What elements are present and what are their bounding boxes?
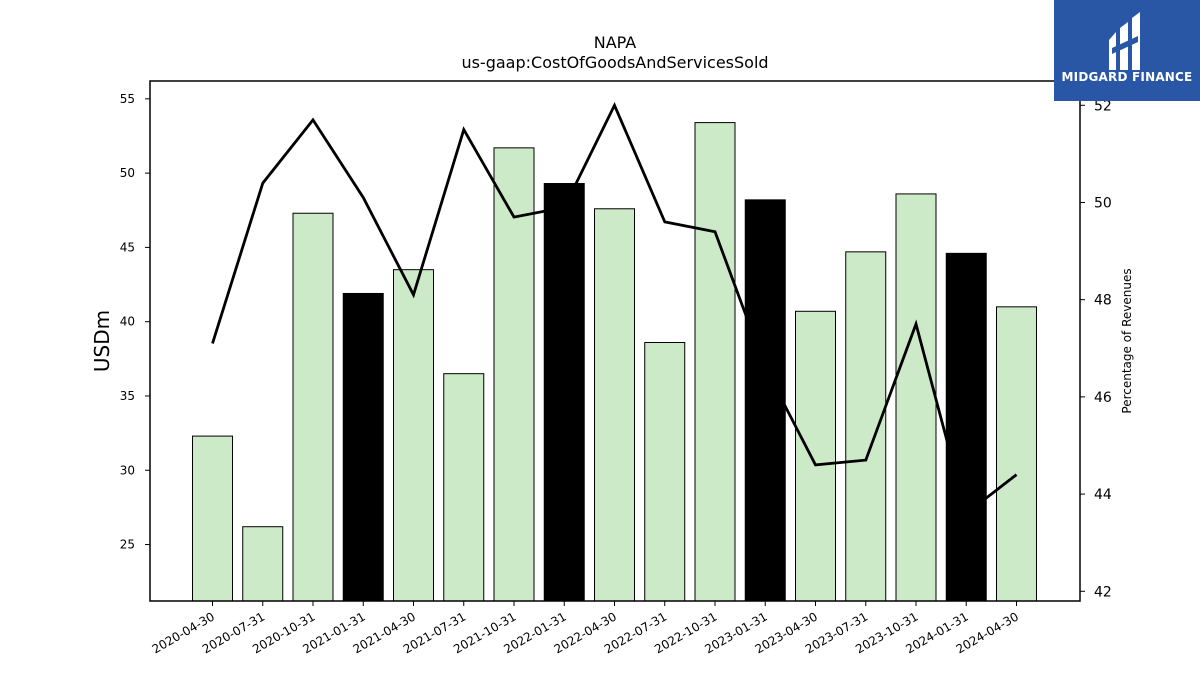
bar-2020-10-31: [292, 212, 334, 602]
y-tick-label-right: 42: [1094, 584, 1112, 600]
chart-subtitle: us-gaap:CostOfGoodsAndServicesSold: [461, 53, 768, 72]
bar-2022-07-31: [644, 341, 686, 602]
bar-2023-10-31: [895, 193, 937, 602]
y-tick-label-left: 45: [120, 240, 135, 254]
bar-2022-10-31: [694, 122, 736, 602]
bar-2022-01-31: [543, 183, 585, 602]
y-tick-label-left: 35: [120, 389, 135, 403]
y-tick-label-left: 25: [120, 538, 135, 552]
y-tick-label-right: 46: [1094, 390, 1112, 406]
bar-2024-01-31: [945, 252, 987, 602]
bar-2022-04-30: [594, 208, 635, 602]
y-tick-label-left: 50: [120, 166, 135, 180]
bar-2024-04-30: [996, 306, 1037, 602]
logo-text: MIDGARD FINANCE: [1061, 70, 1193, 84]
bar-2023-07-31: [845, 251, 887, 602]
bar-2021-01-31: [342, 292, 384, 602]
bar-2023-01-31: [744, 199, 786, 602]
y-tick-label-right: 48: [1094, 293, 1112, 309]
bar-2023-04-30: [795, 310, 836, 602]
y-tick-label-left: 55: [120, 92, 135, 106]
bar-2020-04-30: [192, 435, 233, 602]
bar-2021-10-31: [493, 147, 535, 602]
y-axis-label-right: Percentage of Revenues: [1120, 268, 1134, 413]
y-tick-label-right: 44: [1094, 487, 1112, 503]
bar-2021-07-31: [443, 373, 485, 602]
bar-2021-04-30: [393, 269, 434, 602]
y-tick-label-left: 30: [120, 463, 135, 477]
brand-logo: MIDGARD FINANCE: [1054, 0, 1200, 101]
y-axis-label-left: USDm: [90, 310, 114, 372]
y-tick-label-right: 52: [1094, 98, 1112, 114]
chart-title: NAPA: [594, 33, 637, 52]
bar-2020-07-31: [242, 526, 284, 602]
y-tick-label-left: 40: [120, 315, 135, 329]
midgard-logo-icon: [1109, 12, 1140, 70]
y-tick-label-right: 50: [1094, 195, 1112, 211]
